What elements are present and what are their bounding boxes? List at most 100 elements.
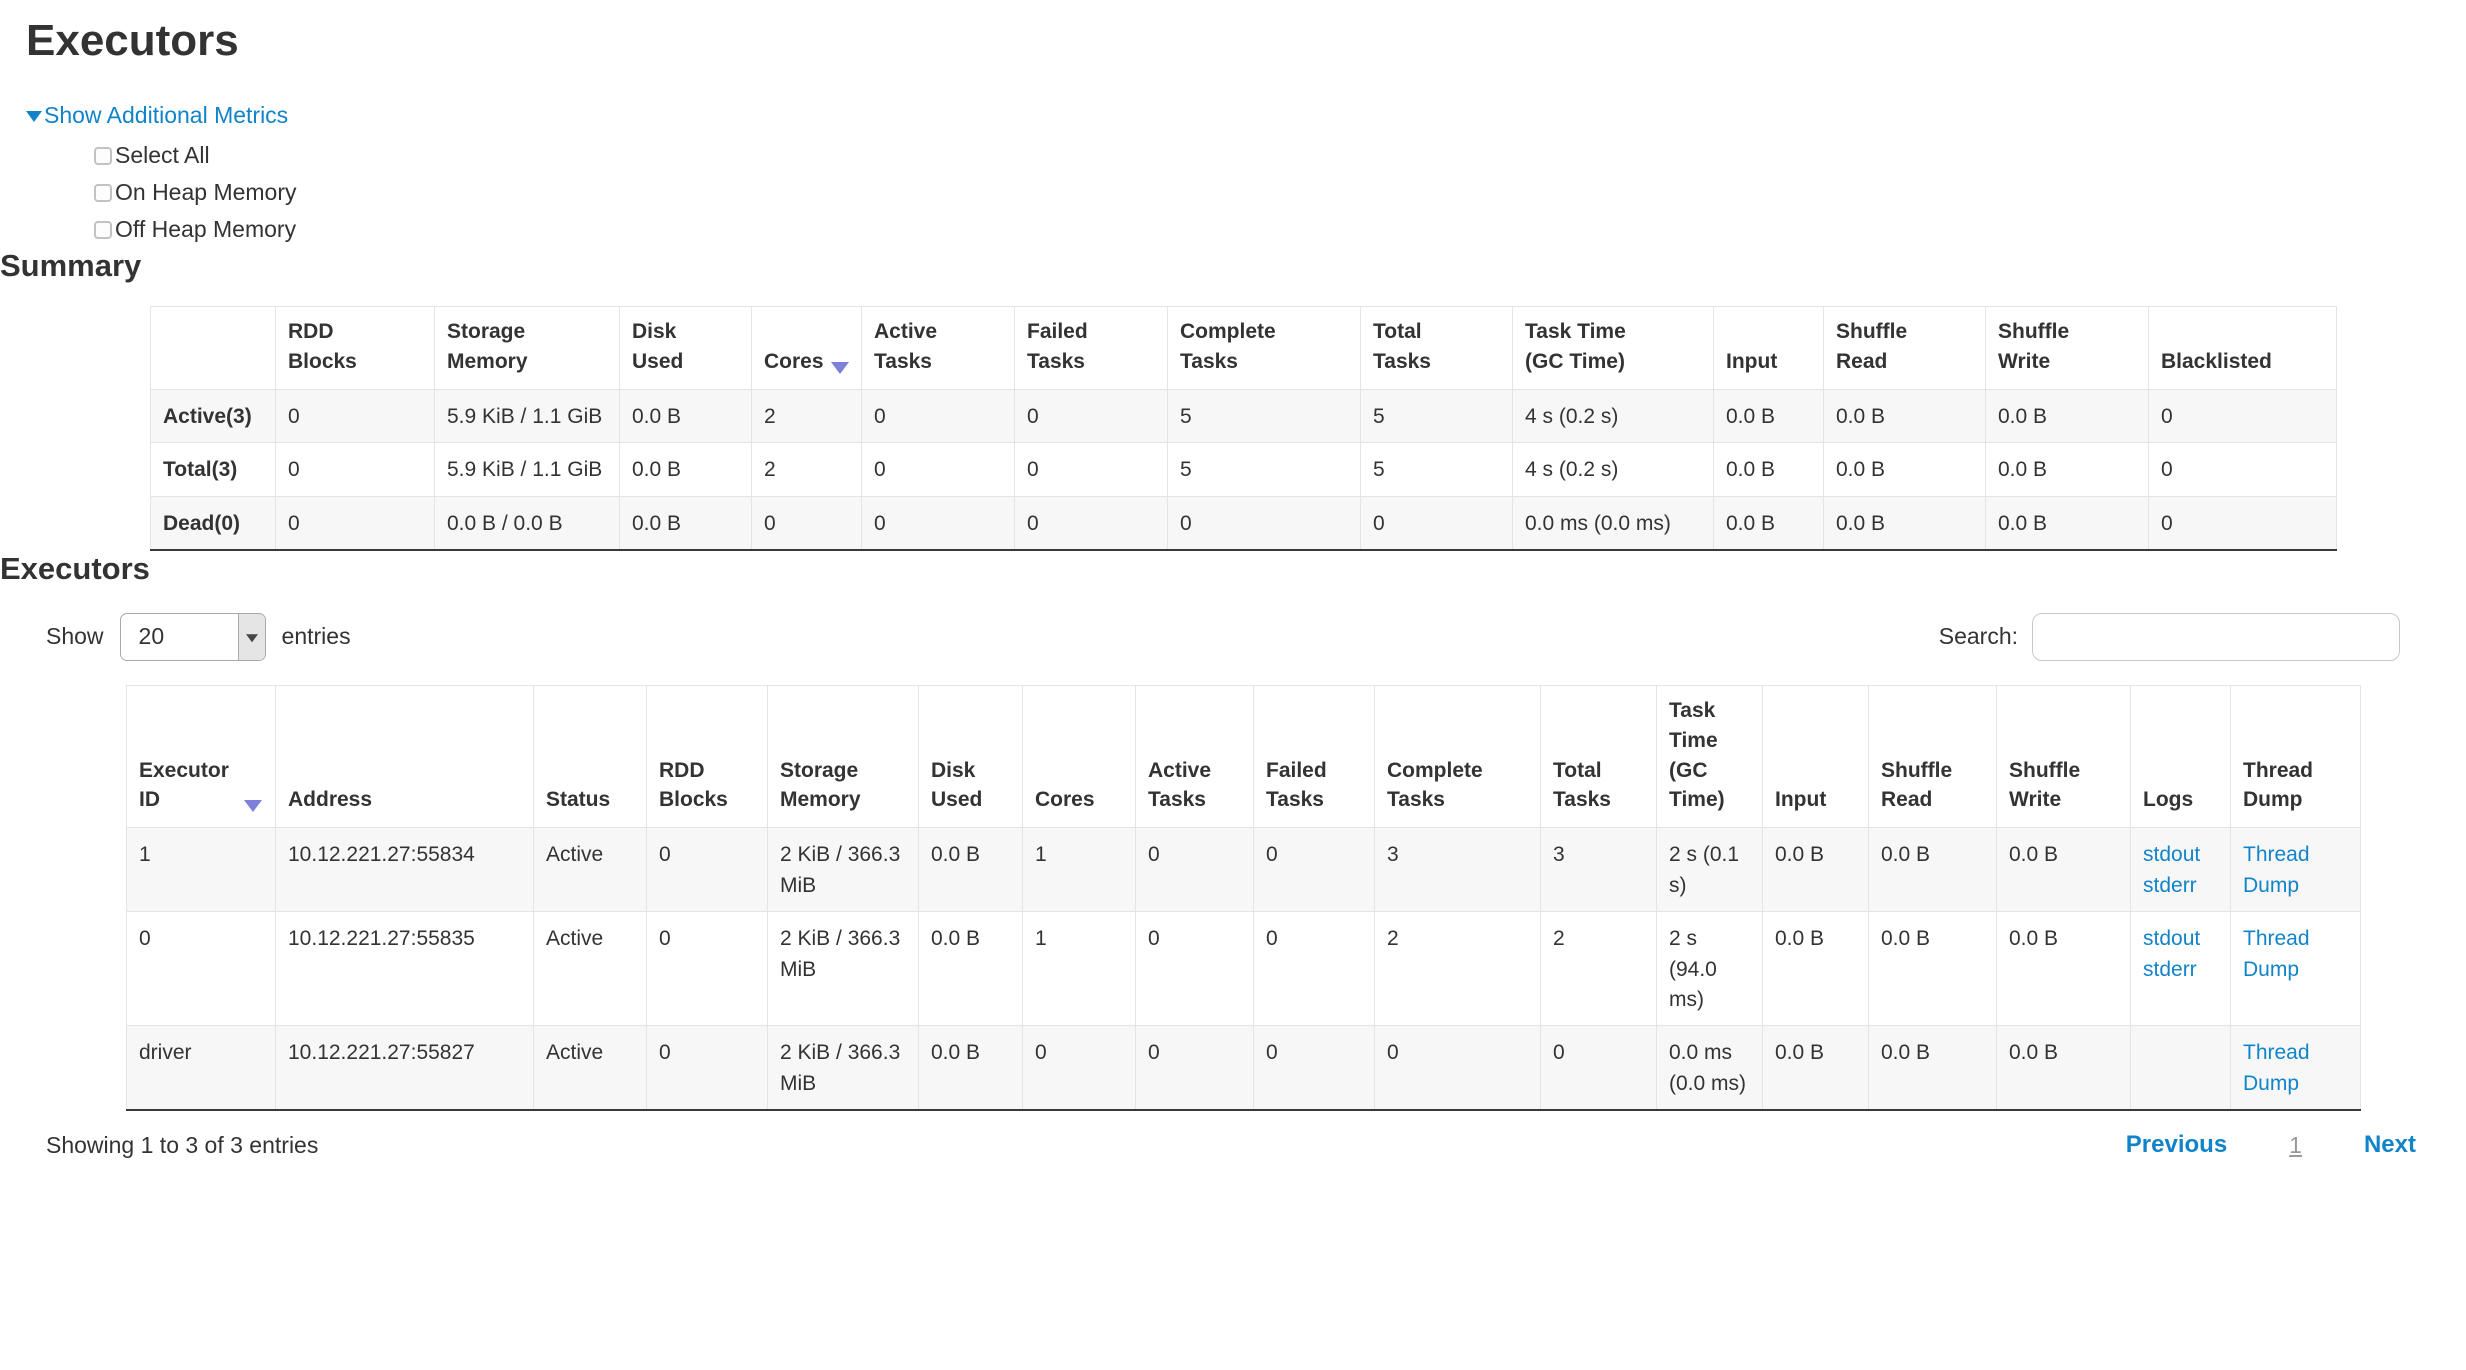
cell: 0 <box>275 442 435 497</box>
col-address[interactable]: Address <box>275 684 534 829</box>
col-logs[interactable]: Logs <box>2130 684 2231 829</box>
table-row: Dead(0) 0 0.0 B / 0.0 B 0.0 B 0 0 0 0 0 … <box>150 495 2337 551</box>
table-row: 0 10.12.221.27:55835 Active 0 2 KiB / 36… <box>126 911 2361 1027</box>
cell: 0.0 B / 0.0 B <box>434 495 620 551</box>
cell-logs: stdout stderr <box>2130 911 2231 1027</box>
search-input[interactable] <box>2032 612 2400 661</box>
col-thread-dump[interactable]: Thread Dump <box>2230 684 2361 829</box>
cell: 0.0 B <box>1823 495 1986 551</box>
cell: 0.0 B <box>1996 911 2131 1027</box>
stderr-link[interactable]: stderr <box>2143 873 2197 897</box>
cell: 5 <box>1360 388 1513 444</box>
cell: 0.0 B <box>1868 911 1997 1027</box>
cell: 0.0 B <box>918 1025 1023 1112</box>
entries-label: entries <box>281 623 351 650</box>
cell: 0 <box>861 388 1015 444</box>
cell-address: 10.12.221.27:55834 <box>275 827 534 913</box>
cell: 0 <box>1022 1025 1136 1112</box>
col-input[interactable]: Input <box>1762 684 1869 829</box>
col-rdd-blocks[interactable]: RDD Blocks <box>275 306 435 390</box>
row-label: Total(3) <box>150 442 276 497</box>
page-number[interactable]: 1 <box>2289 1131 2302 1158</box>
checkbox-label: On Heap Memory <box>115 179 297 205</box>
cell: 0 <box>1014 388 1168 444</box>
cell: 0.0 B <box>1713 442 1824 497</box>
thread-dump-link[interactable]: Thread Dump <box>2243 927 2310 981</box>
previous-button[interactable]: Previous <box>2125 1131 2228 1159</box>
col-shuffle-write[interactable]: Shuffle Write <box>1996 684 2131 829</box>
cell-thread-dump: Thread Dump <box>2230 827 2361 913</box>
col-shuffle-read[interactable]: Shuffle Read <box>1868 684 1997 829</box>
col-storage-memory[interactable]: Storage Memory <box>434 306 620 390</box>
show-additional-metrics-label: Show Additional Metrics <box>44 102 289 128</box>
sort-desc-icon <box>830 361 849 374</box>
on-heap-memory-checkbox[interactable] <box>94 183 112 202</box>
off-heap-memory-checkbox[interactable] <box>94 220 112 239</box>
cell: 0.0 B <box>1762 911 1869 1027</box>
cell: 0 <box>275 388 435 444</box>
col-storage-memory[interactable]: Storage Memory <box>767 684 919 829</box>
col-shuffle-write[interactable]: Shuffle Write <box>1985 306 2149 390</box>
col-blacklisted[interactable]: Blacklisted <box>2148 306 2337 390</box>
col-complete-tasks[interactable]: Complete Tasks <box>1374 684 1541 829</box>
cell: 0.0 B <box>1823 388 1986 444</box>
cell-executor-id: 0 <box>126 911 276 1027</box>
checkbox-row-select-all[interactable]: Select All <box>90 137 210 174</box>
cell: 0.0 B <box>1713 388 1824 444</box>
checkbox-row-off-heap-memory[interactable]: Off Heap Memory <box>90 211 296 248</box>
thread-dump-link[interactable]: Thread Dump <box>2243 843 2310 897</box>
cell: 0 <box>1167 495 1361 551</box>
dropdown-arrow-icon <box>237 613 265 660</box>
cell: 0.0 B <box>619 495 752 551</box>
cell: 0.0 B <box>1985 495 2149 551</box>
col-task-time[interactable]: Task Time (GC Time) <box>1656 684 1763 829</box>
col-total-tasks[interactable]: Total Tasks <box>1360 306 1513 390</box>
cell-executor-id: driver <box>126 1025 276 1112</box>
stdout-link[interactable]: stdout <box>2143 843 2201 867</box>
cell: 0.0 B <box>1996 1025 2131 1112</box>
cell: 4 s (0.2 s) <box>1512 388 1714 444</box>
cell: 0 <box>275 495 435 551</box>
col-cores[interactable]: Cores <box>751 306 862 390</box>
col-task-time[interactable]: Task Time (GC Time) <box>1512 306 1714 390</box>
select-all-checkbox[interactable] <box>94 146 112 165</box>
checkbox-row-on-heap-memory[interactable]: On Heap Memory <box>90 174 297 211</box>
page-length-control: Show 20 entries <box>46 612 351 661</box>
col-disk-used[interactable]: Disk Used <box>619 306 752 390</box>
col-total-tasks[interactable]: Total Tasks <box>1540 684 1657 829</box>
thread-dump-link[interactable]: Thread Dump <box>2243 1041 2310 1095</box>
col-failed-tasks[interactable]: Failed Tasks <box>1014 306 1168 390</box>
checkbox-label: Select All <box>115 142 210 168</box>
cell: 2 <box>1374 911 1541 1027</box>
cell: 0 <box>1135 911 1254 1027</box>
cell-status: Active <box>533 827 647 913</box>
col-status[interactable]: Status <box>533 684 647 829</box>
stderr-link[interactable]: stderr <box>2143 957 2197 981</box>
col-rdd-blocks[interactable]: RDD Blocks <box>646 684 768 829</box>
col-complete-tasks[interactable]: Complete Tasks <box>1167 306 1361 390</box>
cell: 0.0 B <box>1762 1025 1869 1112</box>
metrics-checkbox-list: Select All On Heap Memory Off Heap Memor… <box>90 137 2466 248</box>
cell: 0 <box>1253 911 1375 1027</box>
cell: 0 <box>861 495 1015 551</box>
caret-down-icon <box>26 111 42 122</box>
cell: 0.0 B <box>918 827 1023 913</box>
col-shuffle-read[interactable]: Shuffle Read <box>1823 306 1986 390</box>
col-disk-used[interactable]: Disk Used <box>918 684 1023 829</box>
col-active-tasks[interactable]: Active Tasks <box>861 306 1015 390</box>
col-input[interactable]: Input <box>1713 306 1824 390</box>
cell: 0.0 ms (0.0 ms) <box>1656 1025 1763 1112</box>
cell-logs: stdout stderr <box>2130 827 2231 913</box>
page-size-select[interactable]: 20 <box>119 612 266 661</box>
col-active-tasks[interactable]: Active Tasks <box>1135 684 1254 829</box>
cell: 1 <box>1022 911 1136 1027</box>
stdout-link[interactable]: stdout <box>2143 927 2201 951</box>
row-label: Dead(0) <box>150 495 276 551</box>
additional-metrics-section: Show Additional Metrics Select All On He… <box>26 102 2466 248</box>
table-controls: Show 20 entries Search: <box>46 612 2400 661</box>
col-executor-id[interactable]: Executor ID <box>126 684 276 829</box>
col-cores[interactable]: Cores <box>1022 684 1136 829</box>
col-failed-tasks[interactable]: Failed Tasks <box>1253 684 1375 829</box>
show-additional-metrics-toggle[interactable]: Show Additional Metrics <box>26 102 288 129</box>
next-button[interactable]: Next <box>2363 1131 2416 1159</box>
